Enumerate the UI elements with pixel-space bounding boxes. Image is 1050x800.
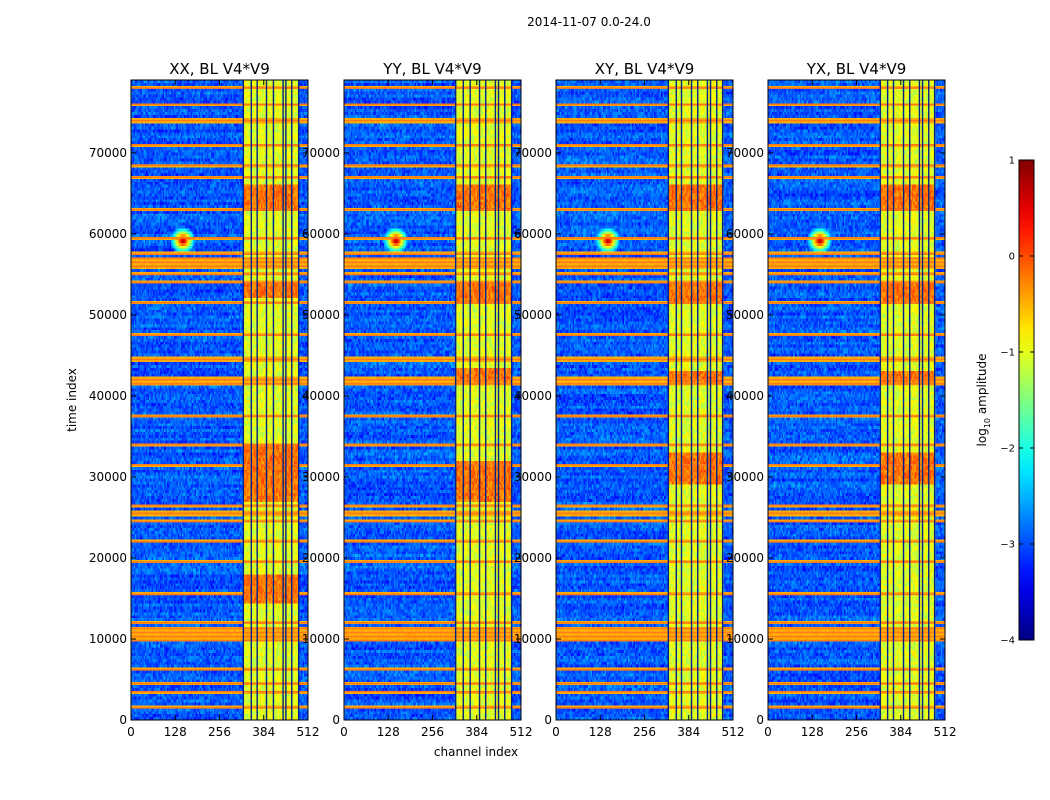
y-tick-label: 20000	[89, 551, 127, 565]
y-axis-label: time index	[65, 368, 79, 432]
x-tick-label: 0	[127, 725, 135, 739]
panel: XX, BL V4*V9 0 128 256 384 512 0 10000 20000 3000…	[89, 60, 320, 739]
y-tick-label: 20000	[726, 551, 764, 565]
x-tick-label: 384	[889, 725, 912, 739]
x-tick-label: 0	[340, 725, 348, 739]
y-tick-label: 20000	[514, 551, 552, 565]
y-tick-label: 10000	[89, 632, 127, 646]
y-tick-label: 0	[756, 713, 764, 727]
x-tick-label: 256	[208, 725, 231, 739]
x-tick-label: 128	[589, 725, 612, 739]
x-tick-label: 128	[801, 725, 824, 739]
y-tick-label: 30000	[89, 470, 127, 484]
x-tick-label: 512	[934, 725, 957, 739]
y-tick-label: 60000	[302, 227, 340, 241]
y-tick-label: 30000	[514, 470, 552, 484]
colorbar-tick-label: −2	[1000, 444, 1015, 455]
colorbar-label: log10 amplitude	[975, 354, 992, 447]
y-tick-label: 20000	[302, 551, 340, 565]
x-tick-label: 384	[465, 725, 488, 739]
heatmap-image	[768, 80, 945, 720]
x-tick-label: 512	[722, 725, 745, 739]
y-tick-label: 60000	[514, 227, 552, 241]
x-tick-label: 256	[845, 725, 868, 739]
x-tick-label: 512	[510, 725, 533, 739]
y-tick-label: 40000	[726, 389, 764, 403]
x-axis-label: channel index	[434, 745, 518, 759]
colorbar-tick-label: −4	[1000, 636, 1015, 647]
y-tick-label: 40000	[302, 389, 340, 403]
x-tick-label: 0	[764, 725, 772, 739]
panel-title: XX, BL V4*V9	[169, 60, 270, 78]
y-tick-label: 0	[119, 713, 127, 727]
y-tick-label: 50000	[514, 308, 552, 322]
x-tick-label: 384	[252, 725, 275, 739]
colorbar-tick-label: 1	[1009, 156, 1015, 167]
y-tick-label: 70000	[726, 146, 764, 160]
y-tick-label: 50000	[302, 308, 340, 322]
y-tick-label: 50000	[726, 308, 764, 322]
y-tick-label: 30000	[302, 470, 340, 484]
colorbar-gradient	[1018, 159, 1035, 641]
suptitle: 2014-11-07 0.0-24.0	[527, 15, 651, 29]
x-tick-label: 256	[421, 725, 444, 739]
panels: XX, BL V4*V9 0 128 256 384 512 0 10000 20000 3000…	[89, 60, 957, 739]
colorbar-tick-label: 0	[1009, 252, 1015, 263]
panel: XY, BL V4*V9 0 128 256 384 512 0 10000 20000 3000…	[514, 60, 745, 739]
y-tick-label: 70000	[302, 146, 340, 160]
x-tick-label: 512	[297, 725, 320, 739]
y-tick-label: 0	[332, 713, 340, 727]
panel-title: YY, BL V4*V9	[382, 60, 481, 78]
colorbar-tick-label: −1	[1000, 348, 1015, 359]
x-tick-label: 128	[164, 725, 187, 739]
x-tick-label: 128	[377, 725, 400, 739]
x-tick-label: 384	[677, 725, 700, 739]
colorbar: 1 0 −1 −2 −3 −4 log10 amplitude	[975, 156, 1035, 647]
panel-title: YX, BL V4*V9	[806, 60, 907, 78]
y-tick-label: 40000	[89, 389, 127, 403]
y-tick-label: 40000	[514, 389, 552, 403]
y-tick-label: 50000	[89, 308, 127, 322]
x-tick-label: 256	[633, 725, 656, 739]
heatmap-image	[556, 80, 733, 720]
panel: YY, BL V4*V9 0 128 256 384 512 0 10000 20000 3000…	[302, 60, 533, 739]
colorbar-tick-label: −3	[1000, 540, 1015, 551]
y-tick-label: 10000	[302, 632, 340, 646]
y-tick-label: 0	[544, 713, 552, 727]
y-tick-label: 10000	[726, 632, 764, 646]
y-tick-label: 60000	[89, 227, 127, 241]
y-tick-label: 10000	[514, 632, 552, 646]
x-tick-label: 0	[552, 725, 560, 739]
y-tick-label: 30000	[726, 470, 764, 484]
y-tick-label: 70000	[89, 146, 127, 160]
y-tick-label: 70000	[514, 146, 552, 160]
panel-title: XY, BL V4*V9	[595, 60, 695, 78]
panel: YX, BL V4*V9 0 128 256 384 512 0 10000 20000 3000…	[726, 60, 957, 739]
heatmap-image	[131, 80, 308, 720]
y-tick-label: 60000	[726, 227, 764, 241]
heatmap-image	[344, 80, 521, 720]
